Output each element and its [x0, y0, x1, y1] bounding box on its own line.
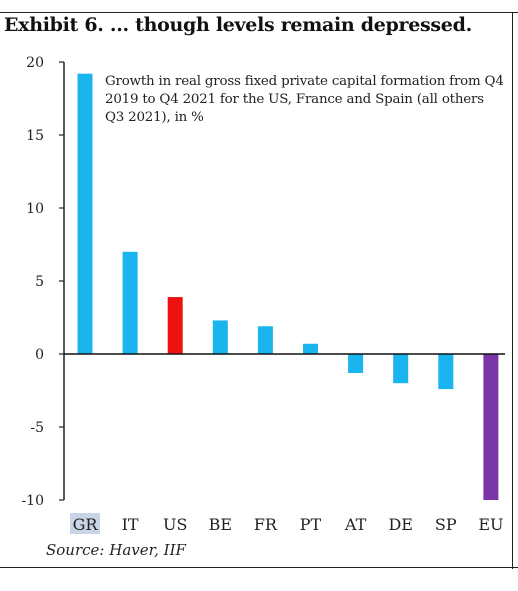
- bar-eu: [483, 354, 499, 500]
- bar-gr: [77, 73, 93, 355]
- y-tick-label: 20: [26, 55, 44, 71]
- bar-de: [393, 354, 409, 384]
- x-label-highlight: [70, 513, 100, 534]
- y-axis: 20 15 10 5 0 -5 -10: [21, 55, 505, 509]
- x-tick-label-at: AT: [344, 515, 367, 534]
- y-tick-label: -10: [21, 493, 44, 509]
- chart-annotation: Growth in real gross fixed private capit…: [105, 74, 504, 125]
- x-tick-label-us: US: [163, 515, 187, 534]
- bar-us: [167, 297, 183, 354]
- x-tick-label-gr: GR: [73, 515, 99, 534]
- y-tick-label: -5: [30, 420, 44, 436]
- chart-source: Source: Haver, IIF: [46, 541, 186, 559]
- x-tick-label-pt: PT: [300, 515, 322, 534]
- x-tick-label-sp: SP: [435, 515, 457, 534]
- y-tick-label: 10: [26, 201, 44, 217]
- x-tick-label-de: DE: [388, 515, 413, 534]
- x-tick-label-fr: FR: [254, 515, 278, 534]
- frame-right-rule: [511, 13, 513, 569]
- y-tick-label: 5: [35, 274, 44, 290]
- y-tick-label: 0: [35, 347, 44, 363]
- exhibit-frame: [0, 12, 518, 569]
- bar-pt: [303, 343, 318, 354]
- x-tick-label-it: IT: [122, 515, 139, 534]
- y-tick-label: 15: [26, 128, 44, 144]
- x-axis-labels: GR IT US BE FR PT AT DE SP EU: [70, 513, 503, 534]
- x-tick-label-eu: EU: [478, 515, 503, 534]
- bar-sp: [438, 354, 454, 390]
- bar-it: [122, 251, 138, 354]
- bar-be: [212, 320, 228, 354]
- chart-title: Exhibit 6. ... though levels remain depr…: [4, 14, 472, 36]
- bar-fr: [257, 326, 273, 354]
- x-tick-label-be: BE: [209, 515, 232, 534]
- bars-group: [77, 73, 499, 500]
- bar-at: [348, 354, 364, 373]
